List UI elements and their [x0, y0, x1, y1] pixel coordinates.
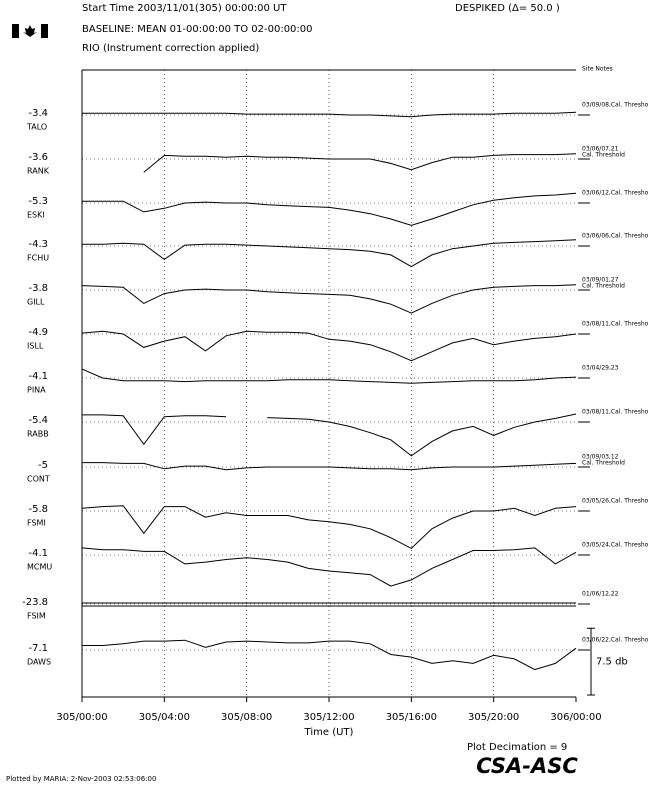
trace [81, 330, 577, 362]
trace [81, 284, 577, 314]
station-name: PINA [27, 386, 46, 395]
station-name: TALO [26, 123, 47, 132]
site-note: 03/09/01,27 [582, 277, 619, 284]
station-name: FSIM [27, 612, 46, 621]
x-axis-label: Time (UT) [304, 727, 354, 738]
baseline-value: -5.3 [28, 196, 48, 207]
baseline-value: -3.6 [28, 152, 48, 163]
site-note: Cal. Threshold [582, 152, 625, 159]
station-name: RANK [27, 167, 50, 176]
site-note: Cal. Threshold [582, 283, 625, 290]
trace [82, 239, 577, 268]
baseline-value: -5.8 [28, 504, 48, 515]
site-note: 03/05/24,Cal. Thresho [582, 542, 649, 549]
station-name: MCMU [27, 563, 52, 572]
baseline-value: -4.1 [28, 548, 48, 559]
site-notes: Site Notes [582, 66, 613, 73]
trace [81, 368, 577, 384]
trace [81, 547, 577, 587]
site-note: 01/06/12,22 [582, 591, 619, 598]
x-tick-label: 305/04:00 [139, 712, 190, 723]
site-note: 03/06/07,21 [582, 146, 619, 153]
site-note: 03/08/11,Cal. Thresho [582, 409, 649, 416]
rio-text: RIO (Instrument correction applied) [82, 43, 259, 54]
x-tick-label: 305/12:00 [303, 712, 354, 723]
site-note: 03/06/22,Cal. Thresho [582, 637, 649, 644]
trace [82, 639, 577, 671]
decimation: Plot Decimation = 9 [467, 742, 567, 753]
baseline-text: BASELINE: MEAN 01-00:00:00 TO 02-00:00:0… [82, 24, 313, 35]
start-time: Start Time 2003/11/01(305) 00:00:00 UT [82, 3, 287, 14]
site-note: 03/09/08,Cal. Thresho [582, 102, 649, 109]
site-note: 03/09/03,12 [582, 454, 619, 461]
site-note: 03/06/06,Cal. Thresho [582, 233, 649, 240]
site-note: 03/04/29,23 [582, 365, 619, 372]
x-tick-label: 305/08:00 [221, 712, 272, 723]
site-note: Cal. Threshold [582, 460, 625, 467]
station-name: CONT [27, 475, 50, 484]
x-tick-label: 305/16:00 [386, 712, 437, 723]
station-name: ESKI [27, 211, 45, 220]
station-name: DAWS [27, 658, 51, 667]
flag-icon [12, 24, 48, 38]
x-tick-label: 305/20:00 [468, 712, 519, 723]
station-name: FSMI [27, 519, 46, 528]
baseline-value: -4.3 [28, 239, 48, 250]
logo: CSA-ASC [476, 754, 578, 778]
trace [82, 111, 577, 118]
site-note: 03/05/26,Cal. Thresho [582, 498, 649, 505]
baseline-value: -5 [38, 460, 48, 471]
plotted-by: Plotted by MARIA: 2-Nov-2003 02:53:06:00 [6, 775, 156, 783]
baseline-value: -7.1 [28, 643, 48, 654]
trace [82, 462, 577, 471]
trace [81, 505, 577, 550]
baseline-value: -5.4 [28, 415, 48, 426]
station-name: ISLL [27, 342, 44, 351]
station-name: RABB [27, 430, 49, 439]
despiked: DESPIKED (Δ= 50.0 ) [455, 3, 560, 14]
x-tick-label: 305/00:00 [56, 712, 107, 723]
trace [143, 153, 577, 173]
station-name: GILL [27, 298, 45, 307]
station-name: FCHU [27, 254, 49, 263]
trace [82, 413, 577, 457]
trace [82, 192, 577, 226]
baseline-value: -3.8 [28, 283, 48, 294]
x-tick-label: 306/00:00 [550, 712, 601, 723]
baseline-value: -23.8 [22, 597, 48, 608]
scale-label: 7.5 db [596, 657, 628, 668]
site-note: 03/06/12,Cal. Thresho [582, 190, 649, 197]
baseline-value: -3.4 [28, 108, 48, 119]
baseline-value: -4.1 [28, 371, 48, 382]
baseline-value: -4.9 [28, 327, 48, 338]
site-note: 03/08/11,Cal. Thresho [582, 321, 649, 328]
